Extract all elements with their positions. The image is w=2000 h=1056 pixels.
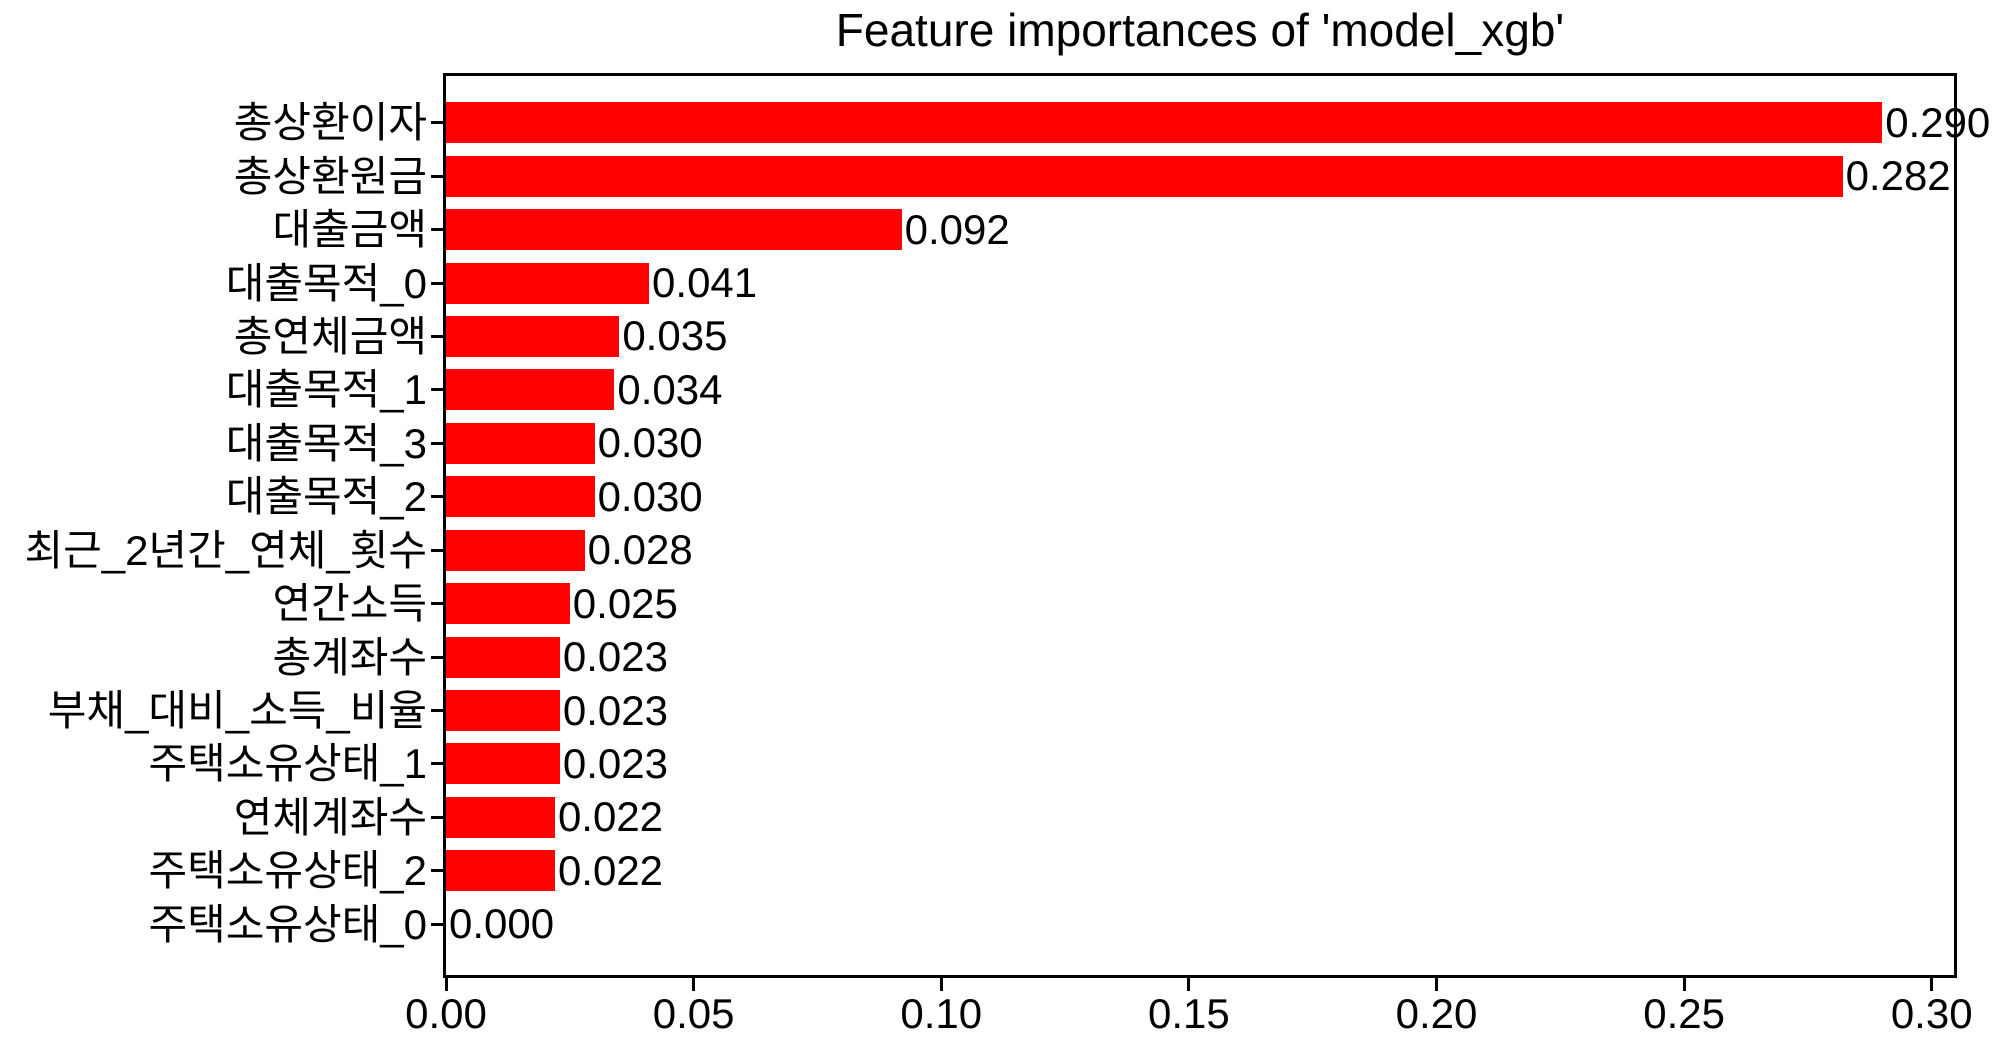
bar-value-label: 0.035 — [622, 312, 728, 360]
bar-value-label: 0.023 — [562, 686, 668, 734]
y-tick-label: 총연체금액 — [233, 312, 427, 360]
bar — [446, 850, 555, 892]
x-tick — [1434, 978, 1438, 991]
y-tick — [431, 602, 443, 606]
y-tick — [431, 869, 443, 873]
bar-value-label: 0.025 — [572, 579, 678, 627]
x-tick — [444, 978, 448, 991]
chart-title: Feature importances of 'model_xgb' — [835, 4, 1565, 56]
y-tick-label: 대출목적_0 — [225, 259, 427, 307]
x-tick-label: 0.30 — [1890, 990, 1973, 1037]
y-tick — [431, 762, 443, 766]
y-tick — [431, 815, 443, 819]
y-tick-label: 주택소유상태_2 — [148, 847, 427, 895]
x-tick — [939, 978, 943, 991]
bar-value-label: 0.000 — [449, 900, 555, 948]
bar — [446, 209, 902, 251]
bar — [446, 583, 570, 625]
bar — [446, 743, 560, 785]
x-tick-label: 0.15 — [1147, 990, 1230, 1037]
y-tick — [431, 174, 443, 178]
y-tick-label: 주택소유상태_0 — [148, 900, 427, 948]
bar-value-label: 0.023 — [562, 633, 668, 681]
x-tick-label: 0.10 — [900, 990, 983, 1037]
x-tick-label: 0.00 — [405, 990, 487, 1037]
y-tick-label: 대출금액 — [272, 206, 427, 254]
y-tick-label: 부채_대비_소득_비율 — [47, 687, 427, 735]
x-tick — [1187, 978, 1191, 991]
bar-value-label: 0.028 — [587, 526, 693, 574]
y-tick-label: 대출목적_3 — [225, 419, 427, 467]
bar-value-label: 0.022 — [557, 846, 664, 894]
y-tick-label: 최근_2년간_연체_횟수 — [24, 526, 427, 574]
y-tick-label: 대출목적_1 — [225, 366, 427, 414]
y-tick-label: 총상환이자 — [233, 99, 427, 147]
bar-value-label: 0.022 — [557, 793, 664, 841]
x-tick-label: 0.25 — [1643, 990, 1725, 1037]
y-tick-label: 연간소득 — [272, 580, 427, 628]
y-tick — [431, 548, 443, 552]
y-tick — [431, 655, 443, 659]
x-tick — [1682, 978, 1686, 991]
bar-value-label: 0.023 — [562, 739, 668, 787]
bar — [446, 796, 555, 838]
bar — [446, 262, 650, 304]
y-tick — [431, 121, 443, 125]
y-tick — [431, 281, 443, 285]
bar — [446, 690, 560, 732]
y-tick-label: 총계좌수 — [272, 633, 427, 681]
y-tick — [431, 334, 443, 338]
y-tick — [431, 441, 443, 445]
bar — [446, 102, 1883, 144]
y-tick — [431, 922, 443, 926]
bar — [446, 155, 1843, 197]
bar-value-label: 0.034 — [617, 365, 723, 413]
y-tick — [431, 388, 443, 392]
bar — [446, 476, 595, 518]
y-tick — [431, 495, 443, 499]
bar — [446, 369, 615, 411]
bar-value-label: 0.041 — [652, 259, 758, 307]
y-tick — [431, 228, 443, 232]
bar — [446, 422, 595, 464]
plot-area: 총상환이자 0.290 총상환원금 0.282 대출금액 0.092 대출목적_0 0.041… — [24, 73, 1990, 1035]
y-tick-label: 총상환원금 — [233, 152, 427, 200]
y-tick — [431, 709, 443, 713]
bar-value-label: 0.030 — [597, 419, 703, 467]
bar — [446, 315, 620, 357]
y-tick-label: 주택소유상태_1 — [148, 740, 427, 788]
x-tick-label: 0.20 — [1395, 990, 1478, 1037]
bar — [446, 636, 560, 678]
x-tick — [1930, 978, 1934, 991]
y-tick-label: 대출목적_2 — [225, 473, 427, 521]
bar — [446, 529, 585, 571]
y-tick-label: 연체계좌수 — [233, 793, 427, 841]
bar-value-label: 0.282 — [1845, 152, 1951, 200]
x-tick — [692, 978, 696, 991]
x-tick-label: 0.05 — [652, 990, 735, 1037]
bar-value-label: 0.030 — [597, 472, 703, 520]
bar-value-label: 0.092 — [904, 205, 1010, 253]
bar-value-label: 0.290 — [1885, 98, 1991, 146]
